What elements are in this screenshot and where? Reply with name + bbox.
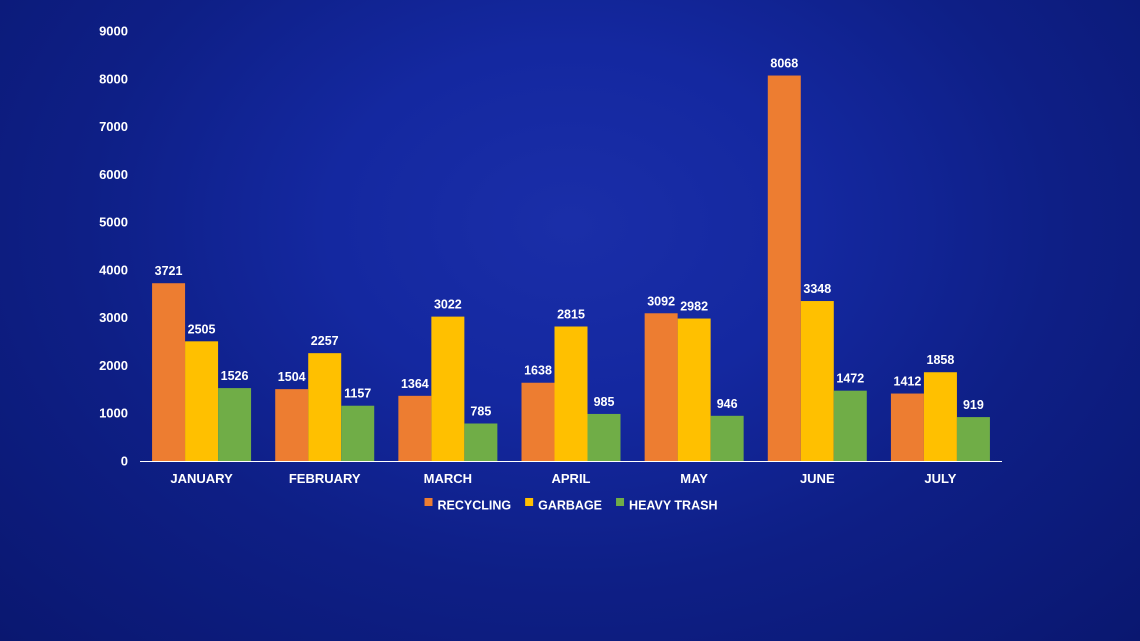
- data-label: 3092: [647, 294, 675, 308]
- x-tick-label: JULY: [924, 471, 956, 486]
- y-tick-label: 1000: [99, 406, 128, 421]
- data-label: 2505: [188, 322, 216, 336]
- y-axis: 0 1000 2000 3000 4000 5000 6000 7000 8000 9000: [99, 24, 128, 469]
- legend-item-garbage: GARBAGE: [525, 498, 602, 513]
- data-label: 1157: [344, 387, 371, 401]
- data-label: 919: [963, 398, 984, 412]
- bar-garbage: [185, 341, 219, 461]
- y-tick-label: 0: [121, 454, 128, 469]
- data-labels: 3721 2505 1526 1504 2257 1157 1364 3022 785 1638 2…: [155, 57, 984, 419]
- legend-label: GARBAGE: [538, 499, 602, 513]
- x-tick-label: JUNE: [800, 471, 835, 486]
- data-label: 1364: [401, 377, 429, 391]
- data-label: 1638: [524, 364, 552, 378]
- data-label: 1472: [836, 372, 864, 386]
- y-tick-label: 4000: [99, 262, 128, 277]
- data-label: 2815: [557, 308, 585, 322]
- data-label: 3022: [434, 298, 462, 312]
- legend-label: HEAVY TRASH: [629, 499, 717, 513]
- bar-recycling: [275, 389, 309, 461]
- bar-heavy-trash: [341, 405, 375, 461]
- data-label: 8068: [770, 57, 798, 71]
- y-tick-label: 9000: [99, 24, 128, 39]
- bar-recycling: [521, 382, 555, 461]
- data-label: 785: [470, 404, 491, 418]
- bar-recycling: [152, 283, 186, 461]
- legend-swatch: [616, 498, 625, 506]
- data-label: 946: [717, 397, 738, 411]
- data-label: 1526: [221, 369, 249, 383]
- data-label: 1412: [894, 375, 922, 389]
- x-tick-label: MAY: [680, 471, 708, 486]
- bars: [152, 75, 990, 461]
- bar-garbage: [677, 318, 711, 461]
- x-tick-label: APRIL: [552, 471, 591, 486]
- bar-garbage: [800, 301, 834, 461]
- y-tick-label: 6000: [99, 167, 128, 182]
- bar-garbage: [308, 353, 342, 461]
- bar-heavy-trash: [710, 415, 744, 461]
- x-tick-label: JANUARY: [170, 471, 233, 486]
- x-tick-label: FEBRUARY: [289, 471, 361, 486]
- data-label: 1504: [278, 370, 306, 384]
- y-tick-label: 5000: [99, 215, 128, 230]
- y-tick-label: 7000: [99, 119, 128, 134]
- bar-recycling: [644, 313, 678, 461]
- data-label: 2982: [680, 300, 708, 314]
- data-label: 1858: [927, 353, 955, 367]
- bar-garbage: [554, 326, 588, 461]
- data-label: 3348: [803, 282, 831, 296]
- bar-heavy-trash: [587, 413, 621, 461]
- x-axis: JANUARY FEBRUARY MARCH APRIL MAY JUNE JULY: [170, 471, 956, 486]
- y-tick-label: 2000: [99, 358, 128, 373]
- data-label: 3721: [155, 264, 183, 278]
- legend-swatch: [525, 498, 534, 506]
- legend-label: RECYCLING: [438, 499, 512, 513]
- legend-item-recycling: RECYCLING: [424, 498, 512, 513]
- data-label: 985: [594, 395, 615, 409]
- y-tick-label: 8000: [99, 71, 128, 86]
- bar-garbage: [431, 316, 465, 461]
- data-label: 2257: [311, 334, 339, 348]
- bar-recycling: [890, 393, 924, 461]
- bar-heavy-trash: [956, 417, 990, 461]
- legend-swatch: [424, 498, 433, 506]
- bar-heavy-trash: [833, 390, 867, 461]
- bar-heavy-trash: [218, 388, 252, 461]
- x-tick-label: MARCH: [424, 471, 472, 486]
- legend: RECYCLING GARBAGE HEAVY TRASH: [424, 498, 717, 513]
- bar-heavy-trash: [464, 423, 498, 461]
- legend-item-heavy-trash: HEAVY TRASH: [616, 498, 717, 513]
- bar-recycling: [767, 75, 801, 461]
- bar-garbage: [923, 372, 957, 461]
- bar-recycling: [398, 395, 432, 461]
- y-tick-label: 3000: [99, 310, 128, 325]
